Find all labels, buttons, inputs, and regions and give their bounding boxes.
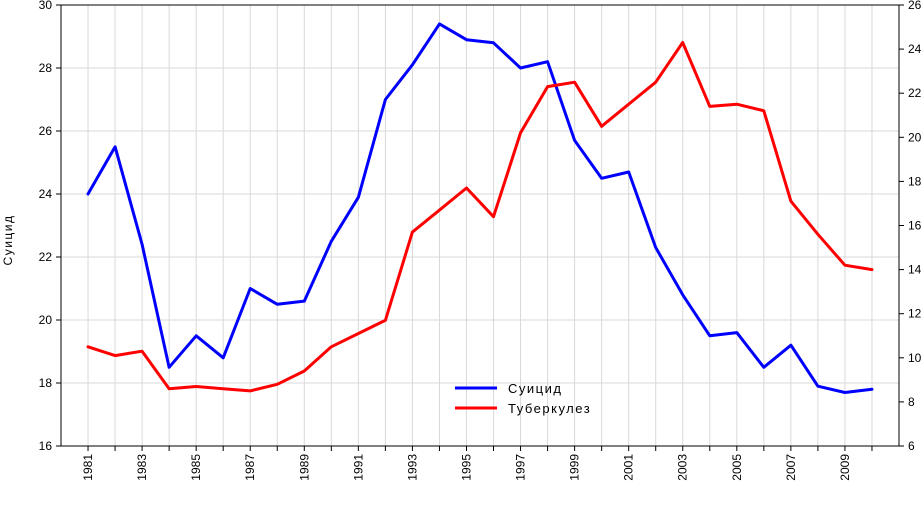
x-tick-label: 2007 xyxy=(784,454,798,481)
left-tick-label: 28 xyxy=(39,61,53,75)
legend-label-tuberculosis: Туберкулез xyxy=(508,401,591,416)
x-tick-label: 1981 xyxy=(81,454,95,481)
right-tick-label: 12 xyxy=(908,307,922,321)
x-tick-label: 1993 xyxy=(405,454,419,481)
right-tick-label: 26 xyxy=(908,0,922,12)
series-line-suicide xyxy=(86,22,874,394)
x-tick-label: 2003 xyxy=(676,454,690,481)
left-axis-title: Суицид xyxy=(1,215,15,266)
left-tick-label: 26 xyxy=(39,124,53,138)
plot-frame xyxy=(60,4,900,447)
left-tick-label: 16 xyxy=(39,439,53,453)
left-tick-label: 20 xyxy=(39,313,53,327)
right-tick-label: 18 xyxy=(908,174,922,188)
right-tick-label: 20 xyxy=(908,130,922,144)
x-tick-label: 1985 xyxy=(189,454,203,481)
x-tick-label: 2009 xyxy=(838,454,852,481)
right-tick-label: 22 xyxy=(908,86,922,100)
gridlines xyxy=(61,4,899,447)
series-lines xyxy=(86,22,874,394)
right-tick-label: 24 xyxy=(908,42,922,56)
x-tick-label: 2001 xyxy=(622,454,636,481)
x-tick-label: 1991 xyxy=(351,454,365,481)
right-tick-label: 10 xyxy=(908,351,922,365)
x-tick-label: 1989 xyxy=(297,454,311,481)
right-y-axis: 6 8 10 12 14 16 18 20 22 24 26 xyxy=(899,0,922,453)
x-tick-label: 1997 xyxy=(514,454,528,481)
left-tick-label: 18 xyxy=(39,376,53,390)
right-tick-label: 16 xyxy=(908,219,922,233)
legend: Суицид Туберкулез xyxy=(455,381,591,416)
x-tick-label: 1983 xyxy=(135,454,149,481)
right-tick-label: 6 xyxy=(908,439,915,453)
right-tick-label: 14 xyxy=(908,263,922,277)
left-y-axis: 16 18 20 22 24 26 28 30 xyxy=(39,0,61,453)
left-tick-label: 30 xyxy=(39,0,53,12)
x-axis: 1981 1983 1985 1987 1989 1991 1993 1995 1997 1999… xyxy=(81,446,873,481)
right-tick-label: 8 xyxy=(908,395,915,409)
legend-label-suicide: Суицид xyxy=(508,381,562,396)
x-tick-label: 1995 xyxy=(459,454,473,481)
x-tick-label: 1987 xyxy=(243,454,257,481)
x-tick-label: 1999 xyxy=(568,454,582,481)
x-tick-label: 2005 xyxy=(730,454,744,481)
series-line-tuberculosis xyxy=(86,41,874,393)
left-tick-label: 24 xyxy=(39,187,53,201)
left-tick-label: 22 xyxy=(39,250,53,264)
